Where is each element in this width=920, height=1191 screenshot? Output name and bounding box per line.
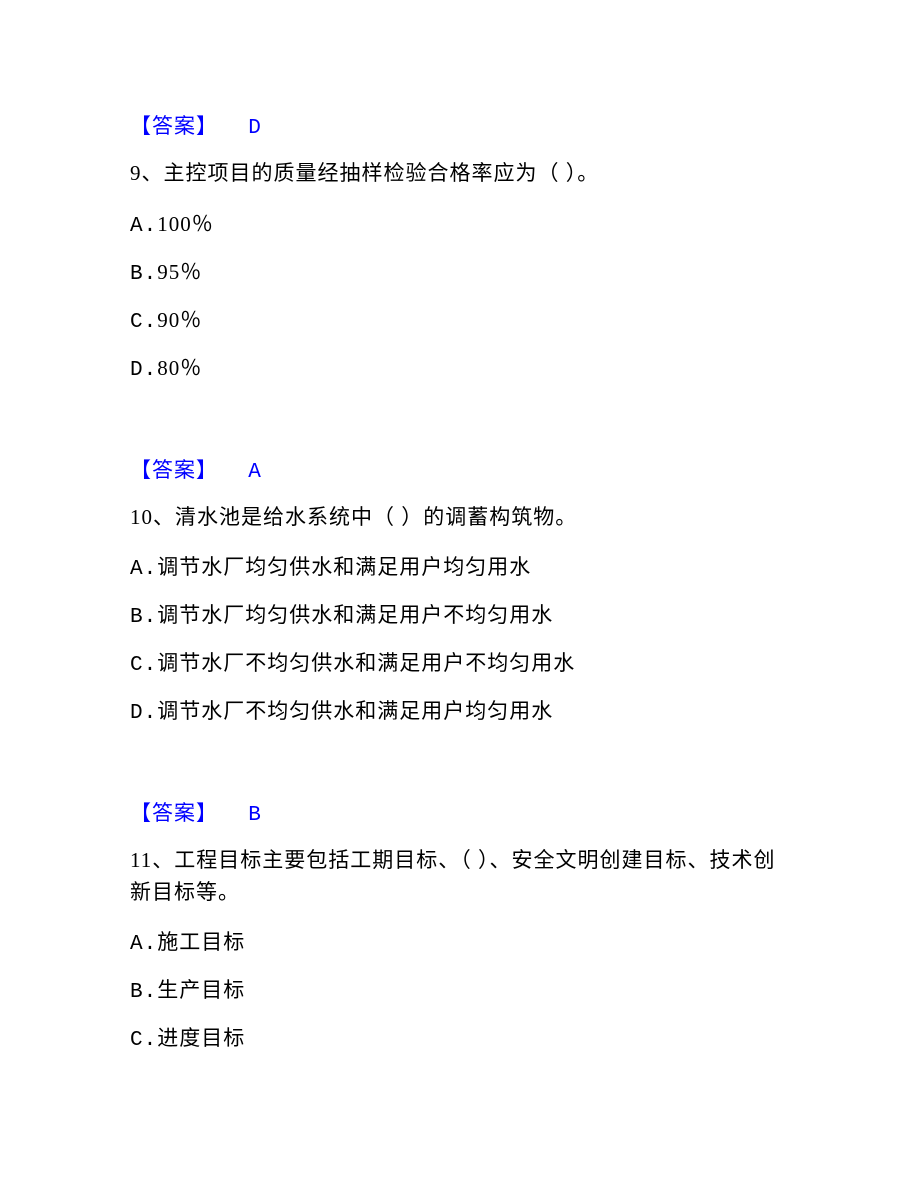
option-text: 生产目标 <box>157 978 245 1002</box>
option-prefix: B. <box>130 981 157 1004</box>
answer-line: 【答案】 A <box>130 454 790 484</box>
option-text: 进度目标 <box>157 1026 245 1050</box>
answer-value: D <box>248 117 262 140</box>
option-prefix: C. <box>130 1029 157 1052</box>
option-prefix: C. <box>130 311 157 334</box>
answer-label: 【答案】 <box>130 458 218 482</box>
option-prefix: D. <box>130 702 157 725</box>
option-prefix: D. <box>130 359 157 382</box>
option-d: D.80％ <box>130 352 790 382</box>
answer-label: 【答案】 <box>130 801 218 825</box>
option-c: C.90％ <box>130 304 790 334</box>
option-c: C.进度目标 <box>130 1022 790 1052</box>
option-prefix: A. <box>130 558 157 581</box>
answer-label: 【答案】 <box>130 114 218 138</box>
question-number: 9、 <box>130 161 164 185</box>
question-body: 清水池是给水系统中（ ）的调蓄构筑物。 <box>175 505 577 529</box>
question-text: 11、工程目标主要包括工期目标、（ ）、安全文明创建目标、技术创新目标等。 <box>130 845 790 908</box>
answer-value: A <box>248 461 262 484</box>
answer-line: 【答案】 B <box>130 797 790 827</box>
question-body: 工程目标主要包括工期目标、（ ）、安全文明创建目标、技术创新目标等。 <box>130 848 775 904</box>
question-number: 11、 <box>130 848 174 872</box>
option-text: 调节水厂均匀供水和满足用户不均匀用水 <box>157 603 553 627</box>
option-c: C.调节水厂不均匀供水和满足用户不均匀用水 <box>130 647 790 677</box>
question-block-9: 【答案】 D 9、主控项目的质量经抽样检验合格率应为（ ）。 A.100％ B.… <box>130 110 790 382</box>
answer-value: B <box>248 804 262 827</box>
question-body: 主控项目的质量经抽样检验合格率应为（ ）。 <box>164 161 600 185</box>
option-a: A.调节水厂均匀供水和满足用户均匀用水 <box>130 551 790 581</box>
option-prefix: A. <box>130 933 157 956</box>
option-a: A.100％ <box>130 208 790 238</box>
question-block-11: 【答案】 B 11、工程目标主要包括工期目标、（ ）、安全文明创建目标、技术创新… <box>130 797 790 1052</box>
question-number: 10、 <box>130 505 175 529</box>
answer-line: 【答案】 D <box>130 110 790 140</box>
option-a: A.施工目标 <box>130 926 790 956</box>
option-prefix: A. <box>130 215 157 238</box>
option-b: B.生产目标 <box>130 974 790 1004</box>
option-text: 调节水厂不均匀供水和满足用户不均匀用水 <box>157 651 575 675</box>
option-text: 调节水厂不均匀供水和满足用户均匀用水 <box>157 699 553 723</box>
option-prefix: B. <box>130 263 157 286</box>
option-prefix: B. <box>130 606 157 629</box>
option-text: 95％ <box>157 260 202 284</box>
option-b: B.95％ <box>130 256 790 286</box>
question-block-10: 【答案】 A 10、清水池是给水系统中（ ）的调蓄构筑物。 A.调节水厂均匀供水… <box>130 454 790 726</box>
option-text: 100％ <box>157 212 214 236</box>
option-text: 调节水厂均匀供水和满足用户均匀用水 <box>157 555 531 579</box>
option-d: D.调节水厂不均匀供水和满足用户均匀用水 <box>130 695 790 725</box>
option-text: 90％ <box>157 308 202 332</box>
option-b: B.调节水厂均匀供水和满足用户不均匀用水 <box>130 599 790 629</box>
option-text: 施工目标 <box>157 930 245 954</box>
question-text: 9、主控项目的质量经抽样检验合格率应为（ ）。 <box>130 158 790 190</box>
question-text: 10、清水池是给水系统中（ ）的调蓄构筑物。 <box>130 502 790 534</box>
option-text: 80％ <box>157 356 202 380</box>
option-prefix: C. <box>130 654 157 677</box>
